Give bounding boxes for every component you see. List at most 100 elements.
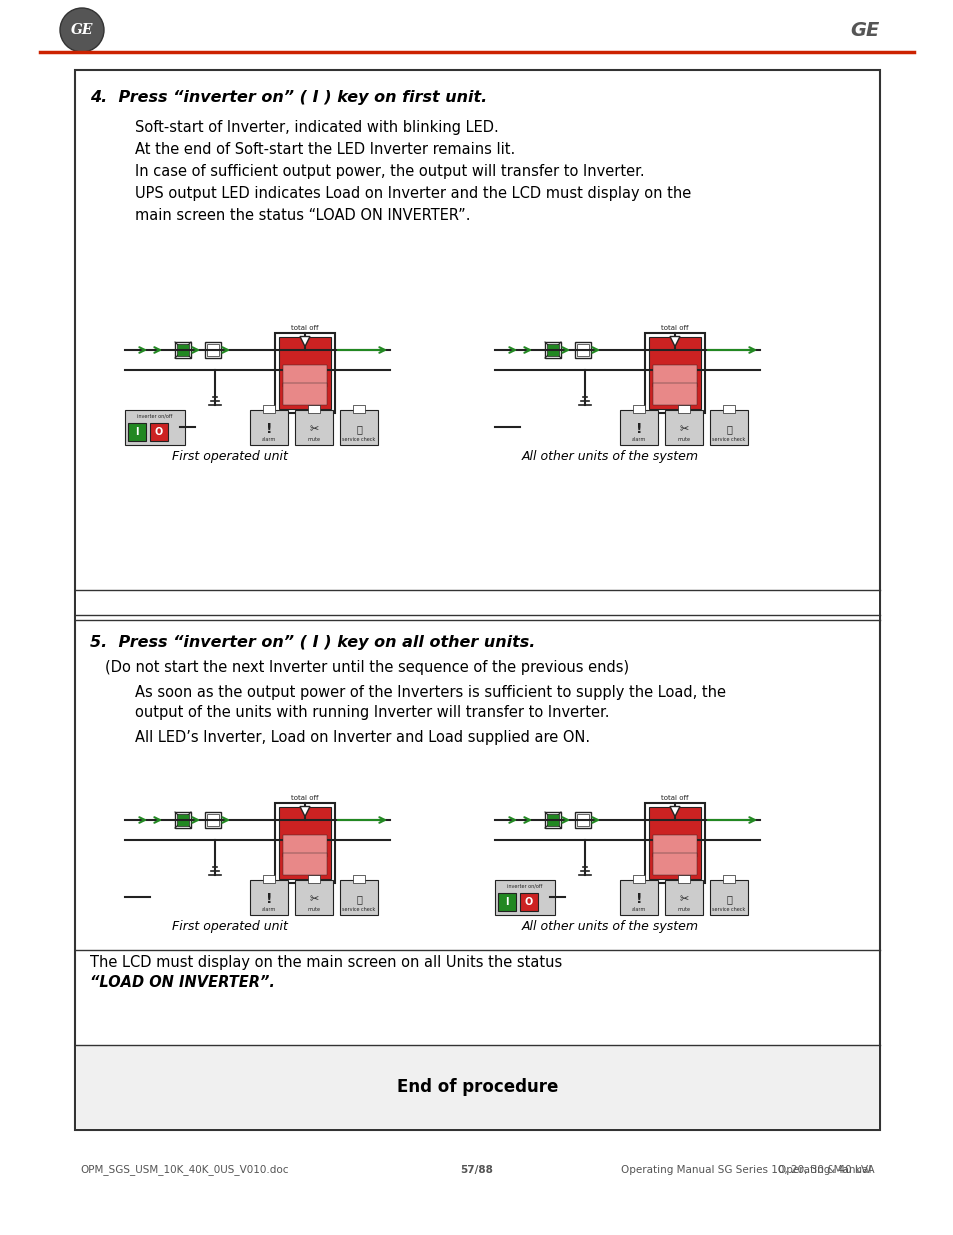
Text: 🔧: 🔧 <box>355 424 361 433</box>
Text: First operated unit: First operated unit <box>172 450 288 463</box>
Text: At the end of Soft-start the LED Inverter remains lit.: At the end of Soft-start the LED Inverte… <box>135 142 515 157</box>
Text: service check: service check <box>342 437 375 442</box>
Text: total off: total off <box>660 325 688 331</box>
Text: mute: mute <box>677 437 690 442</box>
Text: 🔧: 🔧 <box>725 894 731 904</box>
FancyBboxPatch shape <box>177 814 189 826</box>
Text: GE: GE <box>71 23 93 37</box>
FancyBboxPatch shape <box>644 333 704 412</box>
FancyBboxPatch shape <box>278 337 331 409</box>
Text: Operating Manual SG Series 10, 20, 30 & 40 kVA: Operating Manual SG Series 10, 20, 30 & … <box>620 1165 874 1174</box>
Text: total off: total off <box>660 795 688 802</box>
FancyBboxPatch shape <box>544 811 560 827</box>
Text: I: I <box>505 897 508 906</box>
Text: mute: mute <box>677 906 690 911</box>
FancyBboxPatch shape <box>283 366 327 387</box>
Text: Operating Manual: Operating Manual <box>778 1165 874 1174</box>
Text: First operated unit: First operated unit <box>172 920 288 932</box>
Circle shape <box>60 7 104 52</box>
Text: O: O <box>154 427 163 437</box>
FancyBboxPatch shape <box>619 410 658 445</box>
FancyBboxPatch shape <box>177 345 189 356</box>
FancyBboxPatch shape <box>205 811 221 827</box>
FancyBboxPatch shape <box>308 876 319 883</box>
FancyBboxPatch shape <box>250 410 288 445</box>
FancyBboxPatch shape <box>709 410 747 445</box>
FancyBboxPatch shape <box>353 405 365 412</box>
Text: The LCD must display on the main screen on all Units the status: The LCD must display on the main screen … <box>90 955 561 969</box>
FancyBboxPatch shape <box>575 811 590 827</box>
Text: main screen the status “LOAD ON INVERTER”.: main screen the status “LOAD ON INVERTER… <box>135 207 470 224</box>
Text: alarm: alarm <box>262 906 275 911</box>
Text: ✂: ✂ <box>309 894 318 904</box>
Text: total off: total off <box>291 325 318 331</box>
Text: 4.  Press “inverter on” ( I ) key on first unit.: 4. Press “inverter on” ( I ) key on firs… <box>90 90 487 105</box>
Text: mute: mute <box>307 437 320 442</box>
FancyBboxPatch shape <box>283 383 327 405</box>
Text: 57/88: 57/88 <box>460 1165 493 1174</box>
FancyBboxPatch shape <box>283 835 327 857</box>
FancyBboxPatch shape <box>648 806 700 879</box>
FancyBboxPatch shape <box>75 70 879 1130</box>
FancyBboxPatch shape <box>519 893 537 911</box>
Text: 🔧: 🔧 <box>355 894 361 904</box>
Text: All other units of the system: All other units of the system <box>521 450 698 463</box>
Text: alarm: alarm <box>631 437 645 442</box>
Text: ✂: ✂ <box>679 894 688 904</box>
FancyBboxPatch shape <box>294 881 333 915</box>
FancyBboxPatch shape <box>76 590 878 620</box>
FancyBboxPatch shape <box>174 811 191 827</box>
Text: !: ! <box>266 422 272 436</box>
Text: inverter on/off: inverter on/off <box>137 412 172 417</box>
FancyBboxPatch shape <box>722 405 734 412</box>
FancyBboxPatch shape <box>648 337 700 409</box>
Text: All LED’s Inverter, Load on Inverter and Load supplied are ON.: All LED’s Inverter, Load on Inverter and… <box>135 730 590 745</box>
Text: 🔧: 🔧 <box>725 424 731 433</box>
FancyBboxPatch shape <box>577 814 588 826</box>
Text: alarm: alarm <box>262 437 275 442</box>
FancyBboxPatch shape <box>544 342 560 358</box>
FancyBboxPatch shape <box>353 876 365 883</box>
Text: All other units of the system: All other units of the system <box>521 920 698 932</box>
FancyBboxPatch shape <box>497 893 516 911</box>
FancyBboxPatch shape <box>678 876 689 883</box>
FancyBboxPatch shape <box>207 814 219 826</box>
Text: ✂: ✂ <box>309 424 318 433</box>
Text: service check: service check <box>712 906 745 911</box>
Text: As soon as the output power of the Inverters is sufficient to supply the Load, t: As soon as the output power of the Inver… <box>135 685 725 700</box>
Text: ✂: ✂ <box>679 424 688 433</box>
Polygon shape <box>669 806 679 816</box>
Polygon shape <box>299 806 310 816</box>
Text: O: O <box>524 897 533 906</box>
FancyBboxPatch shape <box>278 806 331 879</box>
Polygon shape <box>669 336 679 347</box>
FancyBboxPatch shape <box>263 405 274 412</box>
FancyBboxPatch shape <box>709 881 747 915</box>
FancyBboxPatch shape <box>546 814 558 826</box>
FancyBboxPatch shape <box>495 881 555 915</box>
Text: OPM_SGS_USM_10K_40K_0US_V010.doc: OPM_SGS_USM_10K_40K_0US_V010.doc <box>80 1165 288 1176</box>
FancyBboxPatch shape <box>76 1045 878 1129</box>
FancyBboxPatch shape <box>619 881 658 915</box>
Text: Soft-start of Inverter, indicated with blinking LED.: Soft-start of Inverter, indicated with b… <box>135 120 498 135</box>
FancyBboxPatch shape <box>294 410 333 445</box>
Text: inverter on/off: inverter on/off <box>507 883 542 888</box>
FancyBboxPatch shape <box>125 410 185 445</box>
FancyBboxPatch shape <box>652 835 697 857</box>
FancyBboxPatch shape <box>174 342 191 358</box>
Text: output of the units with running Inverter will transfer to Inverter.: output of the units with running Inverte… <box>135 705 609 720</box>
Text: 5.  Press “inverter on” ( I ) key on all other units.: 5. Press “inverter on” ( I ) key on all … <box>90 635 535 650</box>
Text: GE: GE <box>850 21 879 40</box>
FancyBboxPatch shape <box>263 876 274 883</box>
FancyBboxPatch shape <box>274 803 335 883</box>
Text: total off: total off <box>291 795 318 802</box>
FancyBboxPatch shape <box>250 881 288 915</box>
FancyBboxPatch shape <box>577 345 588 356</box>
FancyBboxPatch shape <box>308 405 319 412</box>
FancyBboxPatch shape <box>283 853 327 876</box>
FancyBboxPatch shape <box>339 410 377 445</box>
FancyBboxPatch shape <box>633 405 644 412</box>
Text: “LOAD ON INVERTER”.: “LOAD ON INVERTER”. <box>90 974 274 990</box>
Text: !: ! <box>635 892 641 906</box>
FancyBboxPatch shape <box>274 333 335 412</box>
